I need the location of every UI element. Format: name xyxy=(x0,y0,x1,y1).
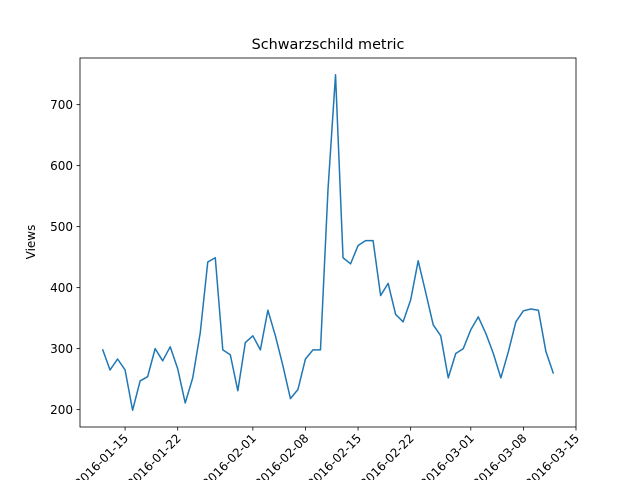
y-tick-label: 200 xyxy=(50,403,73,417)
y-tick-label: 300 xyxy=(50,342,73,356)
chart-title: Schwarzschild metric xyxy=(252,37,405,53)
y-tick-label: 600 xyxy=(50,159,73,173)
y-axis-label: Views xyxy=(24,225,38,260)
y-tick-label: 400 xyxy=(50,281,73,295)
y-tick-label: 500 xyxy=(50,220,73,234)
plot-frame xyxy=(79,57,577,428)
y-tick-label: 700 xyxy=(50,98,73,112)
data-line xyxy=(101,74,555,411)
